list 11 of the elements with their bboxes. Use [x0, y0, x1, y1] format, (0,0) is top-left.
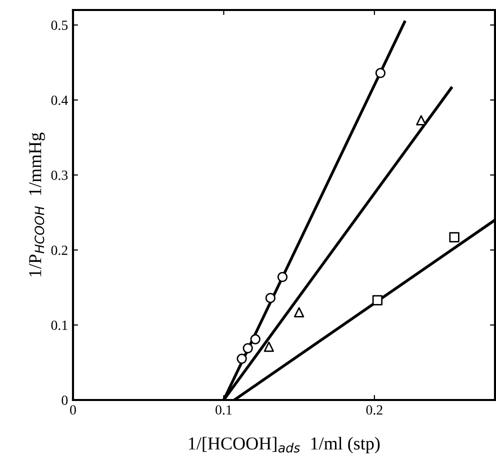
- y-tick-label: 0.3: [51, 170, 68, 180]
- x-tick-label: 0.2: [366, 405, 382, 415]
- y-axis-title: 1/P$_{HCOOH}$ 1/mmHg: [29, 132, 45, 276]
- x-axis-title: 1/[HCOOH]$_{ads}$ 1/ml (stp): [188, 436, 380, 454]
- y-tick-label: 0.2: [51, 246, 68, 256]
- x-tick-label: 0: [70, 405, 76, 415]
- y-tick-label: 0.1: [51, 320, 68, 330]
- y-tick-label: 0.4: [51, 96, 68, 106]
- x-tick-label: 0.1: [216, 405, 232, 415]
- y-tick-label: 0: [62, 396, 68, 405]
- y-tick-label: 0.5: [51, 20, 68, 30]
